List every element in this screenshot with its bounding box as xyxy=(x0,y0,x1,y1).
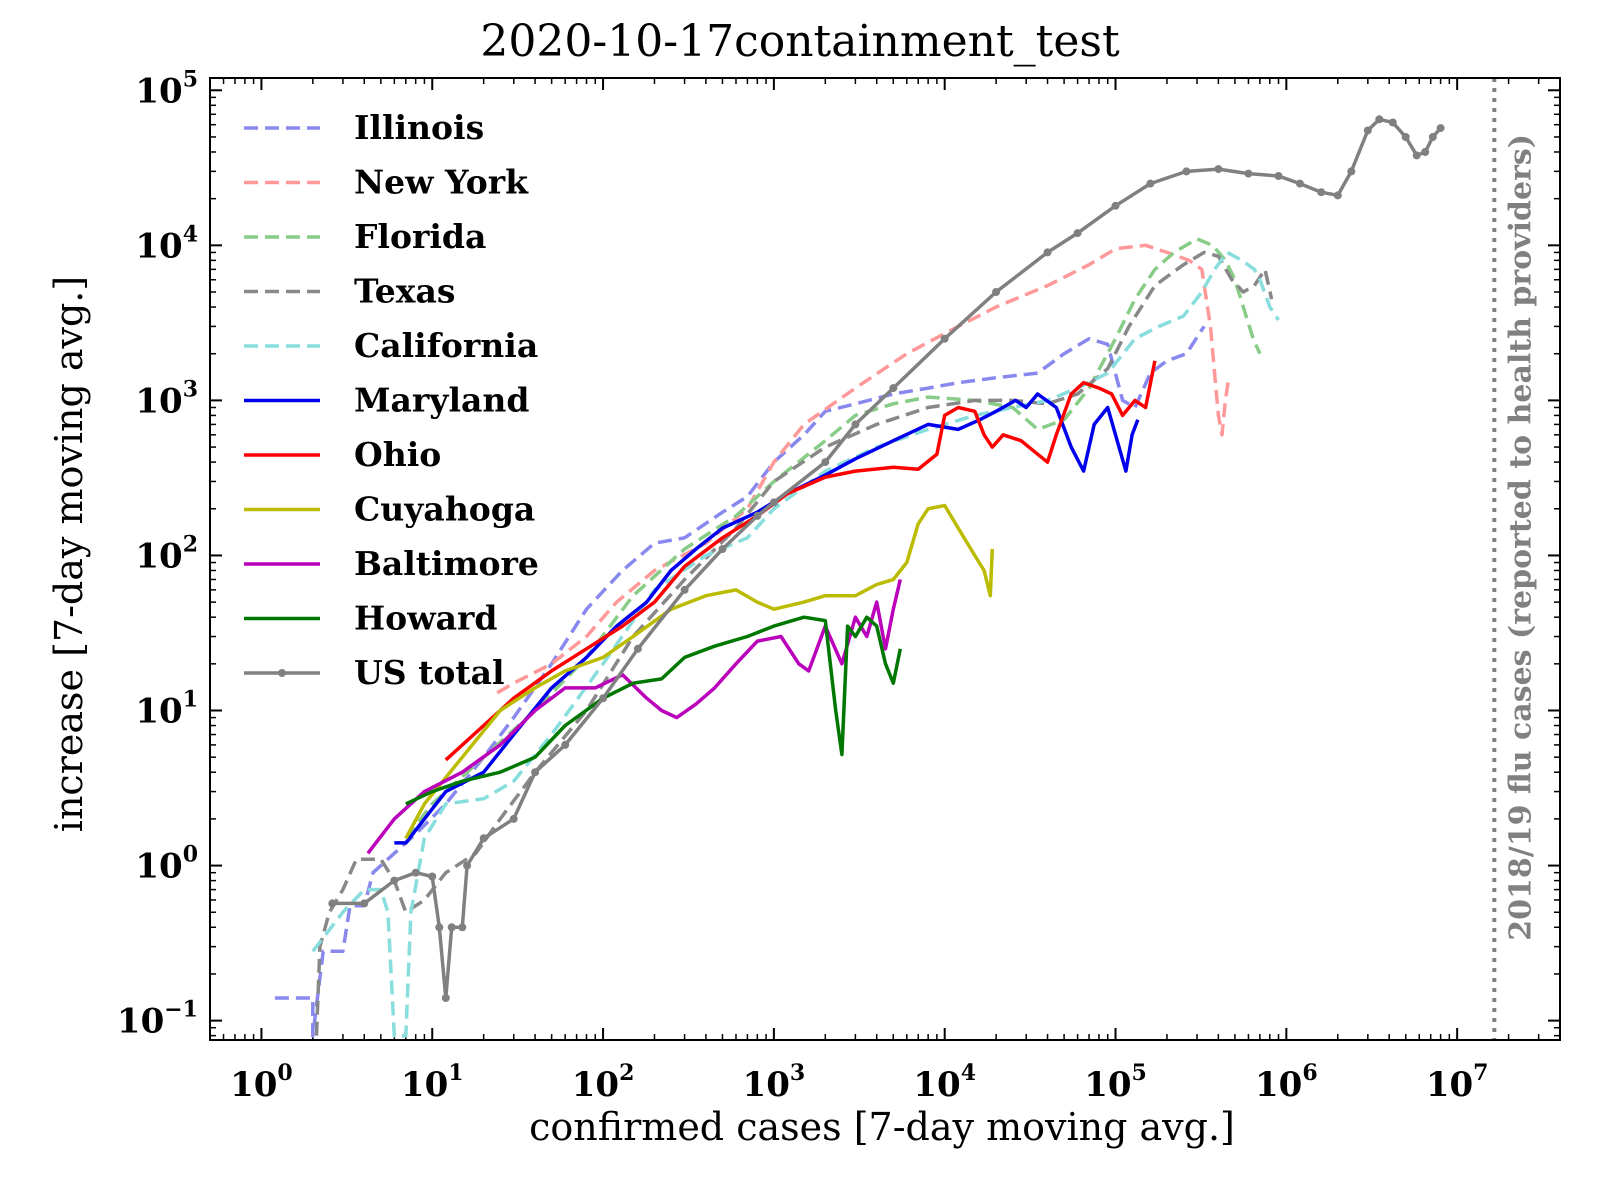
x-tick-label: 102 xyxy=(572,1060,635,1105)
x-tick-label: 103 xyxy=(743,1060,806,1105)
y-axis-label: increase [7-day moving avg.] xyxy=(47,276,91,832)
legend-label-california: California xyxy=(354,326,538,365)
series-point-us-total xyxy=(428,872,437,881)
legend-marker-us-total xyxy=(278,669,286,677)
series-point-us-total xyxy=(1412,151,1421,160)
legend-label-texas: Texas xyxy=(354,272,455,311)
series-line-texas xyxy=(314,250,1274,1036)
x-axis-label: confirmed cases [7-day moving avg.] xyxy=(529,1105,1235,1149)
y-tick-label: 101 xyxy=(135,687,198,732)
series-point-us-total xyxy=(328,899,337,908)
series-point-us-total xyxy=(680,585,689,594)
legend-label-cuyahoga: Cuyahoga xyxy=(354,490,535,529)
series-layer xyxy=(274,115,1445,1038)
series-line-cuyahoga xyxy=(404,503,995,840)
series-point-us-total xyxy=(1347,167,1356,176)
series-point-us-total xyxy=(509,814,518,823)
series-point-us-total xyxy=(531,768,540,777)
legend-label-howard: Howard xyxy=(354,599,497,638)
y-tick-label: 10−1 xyxy=(117,997,198,1042)
x-tick-label: 107 xyxy=(1426,1060,1489,1105)
series-point-us-total xyxy=(1317,188,1326,197)
legend-label-new-york: New York xyxy=(354,163,529,202)
y-tick-label: 105 xyxy=(135,66,198,111)
series-point-us-total xyxy=(360,899,369,908)
y-tick-label: 104 xyxy=(135,221,198,266)
series-point-us-total xyxy=(1375,115,1384,124)
series-point-us-total xyxy=(1295,179,1304,188)
legend-label-florida: Florida xyxy=(354,217,486,256)
series-point-us-total xyxy=(889,384,898,393)
series-line-howard xyxy=(405,615,903,806)
series-point-us-total xyxy=(1214,165,1223,174)
y-tick-label: 103 xyxy=(135,376,198,421)
series-point-us-total xyxy=(1401,133,1410,141)
series-line-florida xyxy=(404,237,1262,840)
legend-label-us-total: US total xyxy=(354,653,505,692)
flu-reference-label: 2018/19 flu cases (reported to health pr… xyxy=(1503,134,1538,941)
x-tick-label: 105 xyxy=(1084,1060,1147,1105)
series-point-us-total xyxy=(1073,229,1082,238)
series-point-us-total xyxy=(1333,191,1342,200)
x-tick-label: 100 xyxy=(230,1060,293,1105)
series-point-us-total xyxy=(1182,167,1191,176)
x-tick-label: 104 xyxy=(913,1060,976,1105)
series-point-us-total xyxy=(992,288,1001,296)
series-point-us-total xyxy=(463,861,472,870)
series-point-us-total xyxy=(851,420,860,429)
series-point-us-total xyxy=(718,545,727,553)
legend-label-illinois: Illinois xyxy=(354,108,484,147)
series-point-us-total xyxy=(1388,118,1397,127)
chart-title: 2020-10-17containment_test xyxy=(480,16,1120,67)
y-tick-label: 102 xyxy=(135,531,198,576)
series-point-us-total xyxy=(1111,201,1120,210)
series-point-us-total xyxy=(599,694,608,703)
series-point-us-total xyxy=(447,923,456,932)
plot-frame xyxy=(209,77,1561,1041)
series-point-us-total xyxy=(479,834,488,843)
series-point-us-total xyxy=(1146,179,1155,188)
series-point-us-total xyxy=(411,868,420,877)
series-point-us-total xyxy=(441,994,450,1002)
plot-area: 100 101 102 103 104 105 106 107 10−1 100 101 102 103… xyxy=(117,66,1561,1105)
series-point-us-total xyxy=(561,740,570,749)
legend-label-baltimore: Baltimore xyxy=(354,544,539,583)
series-line-baltimore xyxy=(366,579,903,855)
series-point-us-total xyxy=(1244,169,1253,178)
legend: Illinois New York Florida Texas California Ma… xyxy=(244,108,539,692)
series-point-us-total xyxy=(769,498,778,507)
x-tick-label: 106 xyxy=(1255,1060,1318,1105)
series-point-us-total xyxy=(390,876,399,885)
series-point-us-total xyxy=(1436,124,1445,133)
series-point-us-total xyxy=(1043,248,1052,257)
legend-label-ohio: Ohio xyxy=(354,435,441,474)
series-point-us-total xyxy=(458,923,467,932)
series-point-us-total xyxy=(940,334,949,343)
series-point-us-total xyxy=(1274,172,1283,180)
series-line-illinois xyxy=(274,325,1206,1038)
series-point-us-total xyxy=(1421,148,1430,156)
y-tick-label: 100 xyxy=(135,842,198,887)
series-point-us-total xyxy=(1428,133,1437,141)
series-line-new-york xyxy=(496,243,1231,695)
series-line-california xyxy=(311,250,1280,1038)
x-tick-label: 101 xyxy=(401,1060,464,1105)
series-point-us-total xyxy=(633,644,642,653)
legend-label-maryland: Maryland xyxy=(354,381,529,420)
series-point-us-total xyxy=(1363,126,1372,135)
series-line-ohio xyxy=(444,360,1157,762)
series-point-us-total xyxy=(753,511,762,520)
series-point-us-total xyxy=(435,923,444,932)
series-point-us-total xyxy=(821,458,830,467)
series-line-maryland xyxy=(394,392,1140,845)
